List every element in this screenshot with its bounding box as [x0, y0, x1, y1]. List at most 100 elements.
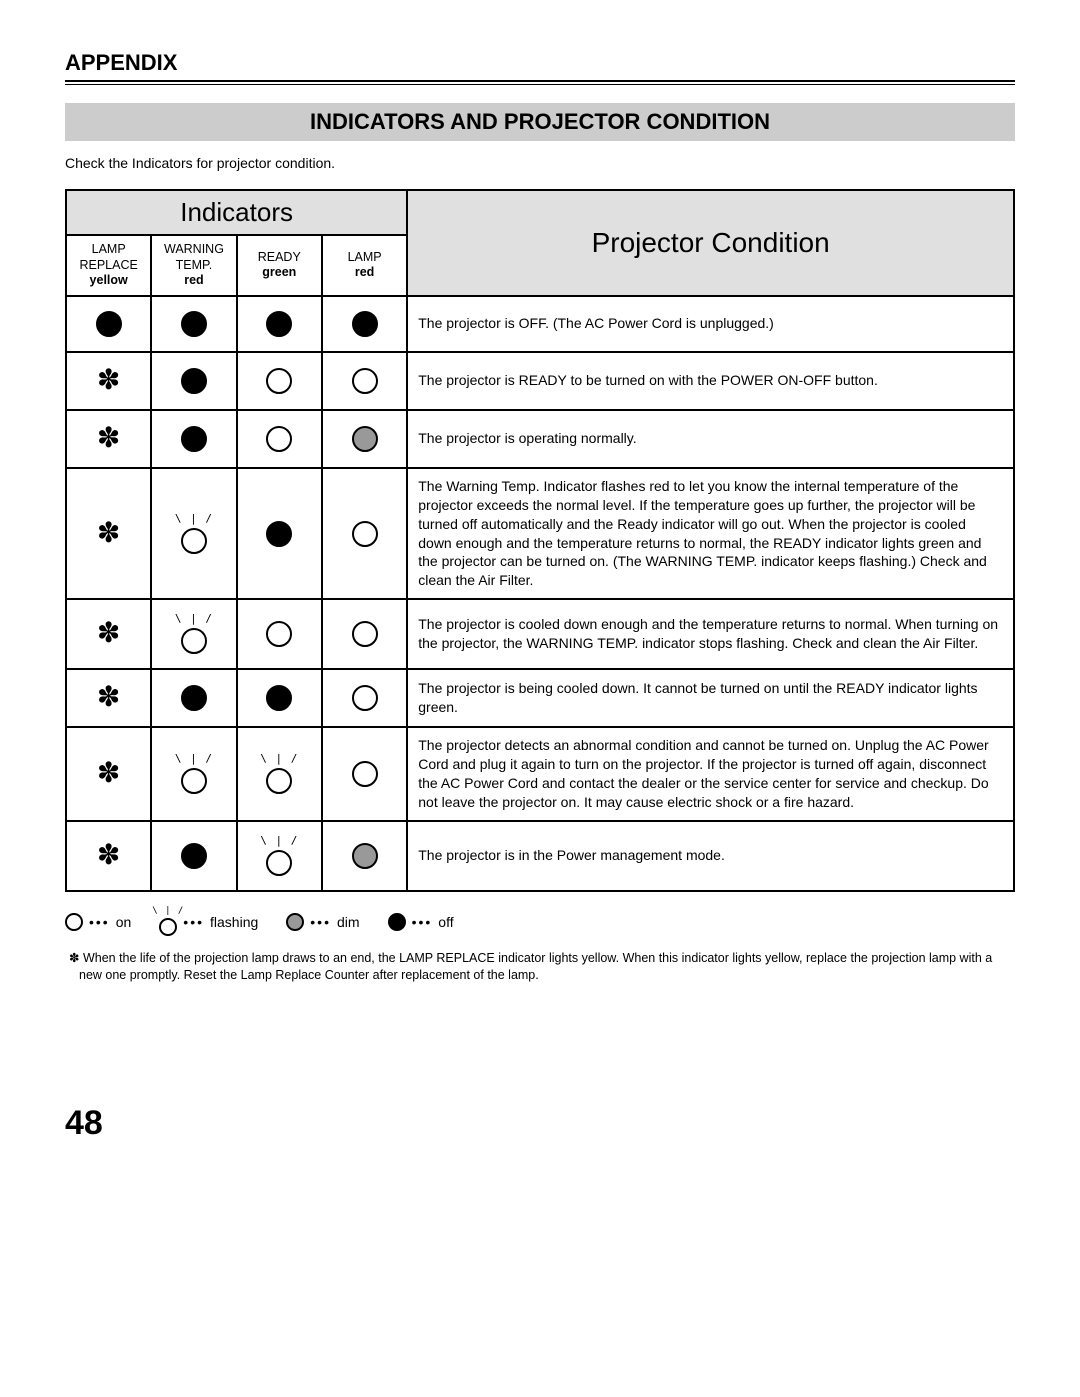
indicator-cell [151, 821, 236, 891]
indicator-cell: \ | / [151, 599, 236, 669]
indicator-cell: \ | / [151, 727, 236, 821]
on-icon [352, 368, 378, 394]
condition-description: The projector is cooled down enough and … [407, 599, 1014, 669]
off-icon [181, 685, 207, 711]
flashing-icon: \ | / [181, 514, 207, 554]
flashing-icon: \ | / [159, 908, 177, 936]
on-icon [266, 621, 292, 647]
on-icon [352, 761, 378, 787]
indicators-header: Indicators [66, 190, 407, 235]
indicator-cell [151, 296, 236, 352]
off-icon [181, 311, 207, 337]
on-icon [352, 685, 378, 711]
column-label: LAMPREPLACEyellow [66, 235, 151, 296]
column-label: WARNINGTEMP.red [151, 235, 236, 296]
indicator-cell: ✽ [66, 599, 151, 669]
on-icon [266, 368, 292, 394]
rule-bottom [65, 84, 1015, 85]
section-title: APPENDIX [65, 50, 1015, 76]
condition-description: The projector is OFF. (The AC Power Cord… [407, 296, 1014, 352]
indicator-cell: ✽ [66, 410, 151, 468]
table-row: ✽ \ | / The projector is in the Power mana… [66, 821, 1014, 891]
legend: ••• on \ | / ••• flashing ••• dim ••• of… [65, 908, 1015, 936]
dim-icon [352, 843, 378, 869]
off-icon [388, 913, 406, 931]
dim-icon [352, 426, 378, 452]
star-icon: ✽ [97, 620, 120, 648]
off-icon [181, 426, 207, 452]
indicator-cell [237, 352, 322, 410]
indicator-cell [237, 669, 322, 727]
indicator-cell [322, 352, 407, 410]
condition-description: The Warning Temp. Indicator flashes red … [407, 468, 1014, 599]
dim-icon [286, 913, 304, 931]
table-row: The projector is OFF. (The AC Power Cord… [66, 296, 1014, 352]
table-row: ✽ The projector is being cooled down. It … [66, 669, 1014, 727]
flashing-icon: \ | / [181, 614, 207, 654]
flashing-icon: \ | / [181, 754, 207, 794]
indicator-cell [151, 352, 236, 410]
off-icon [181, 843, 207, 869]
column-label: READYgreen [237, 235, 322, 296]
star-icon: ✽ [97, 425, 120, 453]
star-icon: ✽ [97, 367, 120, 395]
star-icon: ✽ [97, 684, 120, 712]
indicator-cell: ✽ [66, 821, 151, 891]
indicator-cell [322, 727, 407, 821]
on-icon [65, 913, 83, 931]
legend-flashing: \ | / ••• flashing [159, 908, 258, 936]
indicator-cell [151, 410, 236, 468]
indicator-cell [322, 821, 407, 891]
condition-table: Indicators Projector Condition LAMPREPLA… [65, 189, 1015, 892]
table-header-row: Indicators Projector Condition [66, 190, 1014, 235]
indicator-cell [322, 410, 407, 468]
on-icon [266, 426, 292, 452]
off-icon [266, 311, 292, 337]
indicator-cell [151, 669, 236, 727]
indicator-cell: ✽ [66, 669, 151, 727]
indicator-cell [237, 599, 322, 669]
indicator-cell [322, 468, 407, 599]
footnote: ✽ When the life of the projection lamp d… [65, 950, 1015, 984]
off-icon [181, 368, 207, 394]
flashing-icon: \ | / [266, 754, 292, 794]
rule-top [65, 80, 1015, 82]
table-row: ✽ \ | / \ | / The projector detects an abno… [66, 727, 1014, 821]
indicator-cell [237, 296, 322, 352]
indicator-cell [237, 410, 322, 468]
condition-description: The projector is READY to be turned on w… [407, 352, 1014, 410]
indicator-cell: ✽ [66, 468, 151, 599]
condition-description: The projector is operating normally. [407, 410, 1014, 468]
condition-header: Projector Condition [407, 190, 1014, 296]
table-row: ✽ The projector is READY to be turned on … [66, 352, 1014, 410]
on-icon [352, 521, 378, 547]
legend-dim-label: dim [337, 914, 360, 930]
indicator-cell [237, 468, 322, 599]
indicator-cell [322, 599, 407, 669]
indicator-cell: \ | / [237, 727, 322, 821]
condition-description: The projector detects an abnormal condit… [407, 727, 1014, 821]
legend-off: ••• off [388, 913, 454, 931]
indicator-cell: ✽ [66, 727, 151, 821]
star-icon: ✽ [97, 520, 120, 548]
table-row: ✽ \ | / The Warning Temp. Indicator flashe… [66, 468, 1014, 599]
legend-on: ••• on [65, 913, 131, 931]
indicator-cell [66, 296, 151, 352]
flashing-icon: \ | / [266, 836, 292, 876]
indicator-cell: \ | / [151, 468, 236, 599]
table-row: ✽ \ | / The projector is cooled down enoug… [66, 599, 1014, 669]
indicator-cell: ✽ [66, 352, 151, 410]
intro-text: Check the Indicators for projector condi… [65, 155, 1015, 171]
indicator-cell [322, 296, 407, 352]
indicator-cell [322, 669, 407, 727]
off-icon [352, 311, 378, 337]
legend-flashing-label: flashing [210, 914, 258, 930]
legend-off-label: off [438, 914, 453, 930]
star-icon: ✽ [97, 760, 120, 788]
condition-description: The projector is in the Power management… [407, 821, 1014, 891]
off-icon [266, 685, 292, 711]
condition-description: The projector is being cooled down. It c… [407, 669, 1014, 727]
off-icon [96, 311, 122, 337]
column-label: LAMPred [322, 235, 407, 296]
table-row: ✽ The projector is operating normally. [66, 410, 1014, 468]
